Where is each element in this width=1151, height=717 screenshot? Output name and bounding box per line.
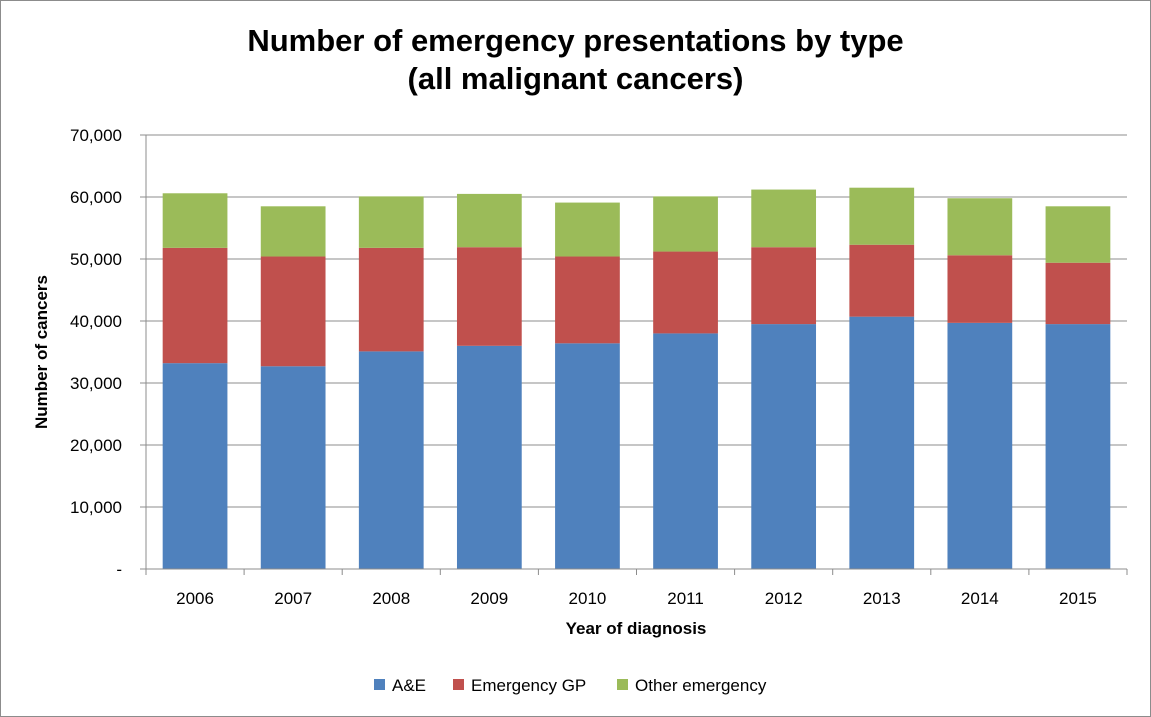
x-tick-label: 2009	[470, 589, 508, 608]
x-axis-title: Year of diagnosis	[566, 619, 707, 638]
x-tick-label: 2013	[863, 589, 901, 608]
bar-segment	[849, 244, 915, 317]
bar-segment	[947, 198, 1013, 256]
bars	[162, 187, 1111, 569]
bar-segment	[751, 247, 817, 325]
bar-segment	[456, 247, 522, 346]
bar-segment	[849, 316, 915, 569]
y-tick-label: 60,000	[70, 188, 122, 207]
x-tick-label: 2011	[667, 589, 704, 608]
x-tick-label: 2012	[765, 589, 803, 608]
y-tick-label: 40,000	[70, 312, 122, 331]
bar-segment	[555, 343, 620, 569]
bar-segment	[358, 247, 424, 352]
bar-segment	[1045, 324, 1111, 569]
bar-segment	[1045, 262, 1111, 325]
bar-segment	[162, 193, 228, 248]
legend-label: Emergency GP	[471, 676, 586, 695]
x-tick-label: 2010	[569, 589, 607, 608]
bar-segment	[947, 255, 1013, 323]
bar-segment	[456, 193, 522, 248]
legend-swatch	[453, 679, 464, 690]
y-axis-title: Number of cancers	[32, 275, 51, 429]
legend-swatch	[617, 679, 628, 690]
legend-label: A&E	[392, 676, 426, 695]
bar-segment	[358, 351, 424, 569]
bar-segment	[555, 256, 620, 344]
x-tick-label: 2006	[176, 589, 214, 608]
y-tick-label: 30,000	[70, 374, 122, 393]
bar-segment	[1045, 206, 1111, 263]
bar-segment	[456, 345, 522, 569]
bar-segment	[653, 333, 718, 569]
x-tick-label: 2008	[372, 589, 410, 608]
bar-segment	[653, 196, 718, 252]
bar-segment	[358, 196, 424, 248]
bar-segment	[260, 206, 326, 257]
bar-segment	[260, 256, 326, 367]
x-tick-label: 2015	[1059, 589, 1097, 608]
bar-segment	[260, 366, 326, 569]
bar-segment	[751, 324, 817, 569]
y-tick-label: 20,000	[70, 436, 122, 455]
y-tick-label: 10,000	[70, 498, 122, 517]
bar-segment	[751, 189, 817, 248]
bar-segment	[947, 322, 1013, 569]
bar-segment	[555, 202, 620, 257]
y-tick-label: 50,000	[70, 250, 122, 269]
chart-title-line-1: Number of emergency presentations by typ…	[247, 23, 904, 58]
bar-segment	[653, 251, 718, 334]
legend: A&E Emergency GP Other emergency	[374, 676, 767, 695]
y-tick-label: 70,000	[70, 126, 122, 145]
x-tick-label: 2007	[274, 589, 312, 608]
chart-title: Number of emergency presentations by typ…	[0, 22, 1151, 98]
bar-segment	[162, 247, 228, 364]
chart-title-line-2: (all malignant cancers)	[407, 61, 744, 96]
bar-segment	[849, 187, 915, 245]
legend-label: Other emergency	[635, 676, 767, 695]
bar-segment	[162, 363, 228, 569]
y-tick-label: -	[116, 560, 122, 579]
legend-swatch	[374, 679, 385, 690]
x-tick-label: 2014	[961, 589, 999, 608]
axes: - 10,000 20,000 30,000 40,000 50,000 60,000 70,…	[70, 126, 1128, 608]
